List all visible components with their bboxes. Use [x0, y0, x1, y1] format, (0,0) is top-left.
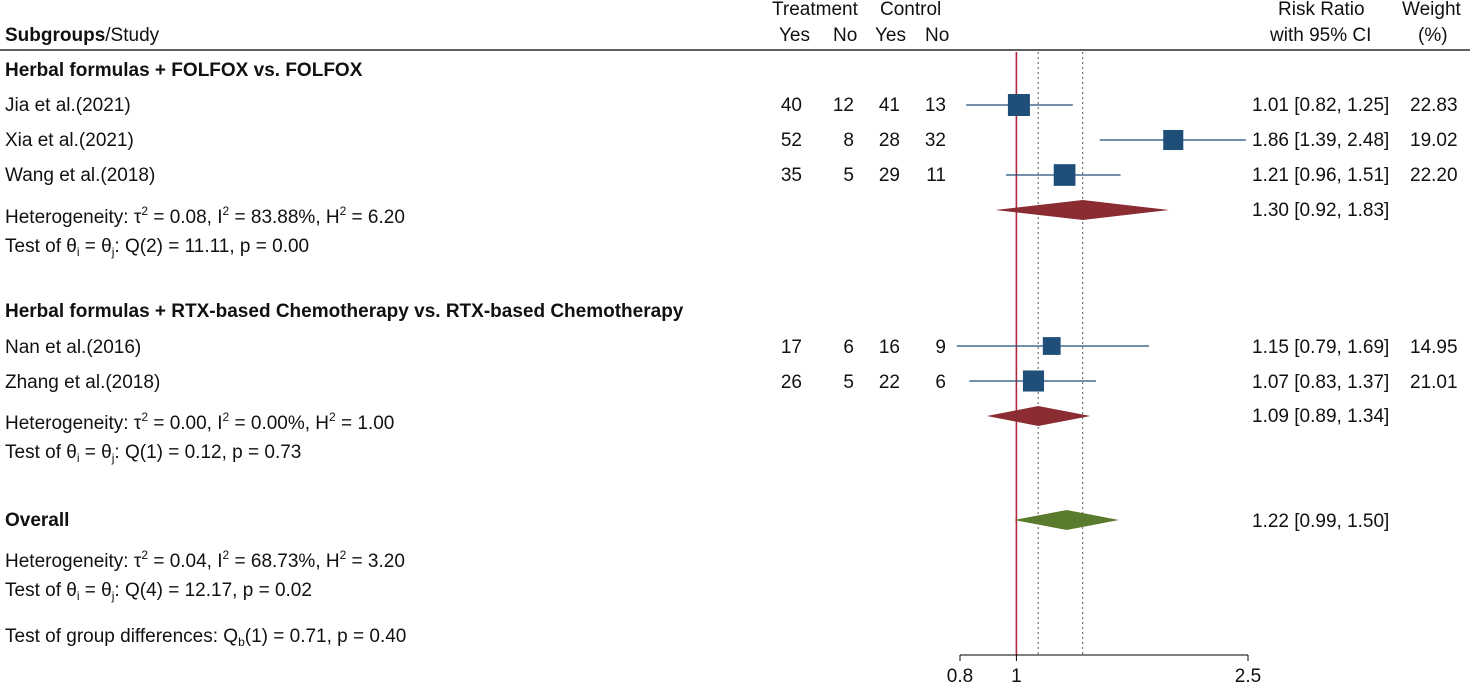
- study-column-header: Subgroups/Study: [5, 25, 159, 47]
- study-marker: [1163, 129, 1184, 151]
- study-marker: [1053, 164, 1076, 186]
- control-no: 11: [926, 165, 946, 186]
- risk-ratio-header: Risk Ratio: [1278, 0, 1365, 20]
- study-name: Nan et al.(2016): [5, 337, 142, 358]
- study-ci: 1.01 [0.82, 1.25]: [1252, 95, 1390, 116]
- subgroup-diamond: [986, 406, 1091, 426]
- treatment-no: 6: [843, 337, 854, 358]
- treatment-no-header: No: [833, 25, 858, 46]
- control-yes: 41: [878, 95, 900, 116]
- study-ci: 1.86 [1.39, 2.48]: [1252, 130, 1390, 151]
- heterogeneity-text: Heterogeneity: τ2 = 0.08, I2 = 83.88%, H…: [5, 204, 405, 228]
- heterogeneity-test-text: Test of θi = θj: Q(2) = 11.11, p = 0.00: [5, 236, 310, 259]
- study-name: Wang et al.(2018): [5, 165, 156, 186]
- overall-summary-ci: 1.22 [0.99, 1.50]: [1252, 511, 1390, 532]
- heterogeneity-test-text: Test of θi = θj: Q(1) = 0.12, p = 0.73: [5, 442, 302, 465]
- control-yes: 22: [878, 372, 900, 393]
- treatment-header: Treatment: [772, 0, 858, 20]
- x-tick-label: 2.5: [1235, 666, 1261, 683]
- study-ci: 1.07 [0.83, 1.37]: [1252, 372, 1390, 393]
- study-marker: [1007, 94, 1030, 116]
- subgroups-label: Subgroups: [5, 25, 106, 46]
- control-yes: 29: [878, 165, 900, 186]
- treatment-yes: 17: [780, 337, 802, 358]
- control-no: 13: [924, 95, 946, 116]
- control-yes: 28: [878, 130, 900, 151]
- subgroup-title: Herbal formulas + RTX-based Chemotherapy…: [5, 301, 684, 322]
- subgroup-title: Herbal formulas + FOLFOX vs. FOLFOX: [5, 60, 363, 81]
- study-ci: 1.15 [0.79, 1.69]: [1252, 337, 1390, 358]
- x-tick-label: 1: [1011, 666, 1022, 683]
- control-no-header: No: [925, 25, 950, 46]
- heterogeneity-test-text: Test of θi = θj: Q(4) = 12.17, p = 0.02: [5, 580, 312, 603]
- control-no: 32: [924, 130, 946, 151]
- study-marker: [1022, 370, 1045, 392]
- treatment-yes-header: Yes: [779, 25, 810, 46]
- overall-title: Overall: [5, 510, 70, 531]
- study-weight: 21.01: [1410, 372, 1458, 393]
- heterogeneity-text: Heterogeneity: τ2 = 0.00, I2 = 0.00%, H2…: [5, 410, 395, 434]
- study-ci: 1.21 [0.96, 1.51]: [1252, 165, 1390, 186]
- control-yes: 16: [878, 337, 900, 358]
- treatment-no: 5: [843, 165, 854, 186]
- control-no: 6: [935, 372, 946, 393]
- study-marker: [1042, 337, 1061, 355]
- study-weight: 22.83: [1410, 95, 1458, 116]
- study-label: /Study: [105, 25, 160, 46]
- treatment-no: 5: [843, 372, 854, 393]
- study-name: Xia et al.(2021): [5, 130, 134, 151]
- treatment-yes: 52: [780, 130, 802, 151]
- treatment-yes: 26: [780, 372, 802, 393]
- group-differences-text: Test of group differences: Qb(1) = 0.71,…: [5, 626, 407, 649]
- study-weight: 22.20: [1410, 165, 1458, 186]
- subgroup-diamond: [995, 200, 1170, 220]
- subgroup-summary-ci: 1.30 [0.92, 1.83]: [1252, 200, 1390, 221]
- control-yes-header: Yes: [875, 25, 906, 46]
- subgroup-summary-ci: 1.09 [0.89, 1.34]: [1252, 406, 1390, 427]
- study-name: Jia et al.(2021): [5, 95, 131, 116]
- treatment-yes: 40: [780, 95, 802, 116]
- x-tick-label: 0.8: [947, 666, 973, 683]
- heterogeneity-text: Heterogeneity: τ2 = 0.04, I2 = 68.73%, H…: [5, 548, 405, 572]
- treatment-no: 8: [843, 130, 854, 151]
- study-weight: 14.95: [1410, 337, 1458, 358]
- overall-diamond: [1013, 510, 1119, 530]
- treatment-yes: 35: [780, 165, 802, 186]
- weight-header: Weight: [1402, 0, 1461, 20]
- study-name: Zhang et al.(2018): [5, 372, 161, 393]
- treatment-no: 12: [832, 95, 854, 116]
- control-header: Control: [880, 0, 942, 20]
- study-weight: 19.02: [1410, 130, 1458, 151]
- control-no: 9: [935, 337, 946, 358]
- ci-header: with 95% CI: [1270, 25, 1372, 46]
- weight-unit-header: (%): [1418, 25, 1448, 46]
